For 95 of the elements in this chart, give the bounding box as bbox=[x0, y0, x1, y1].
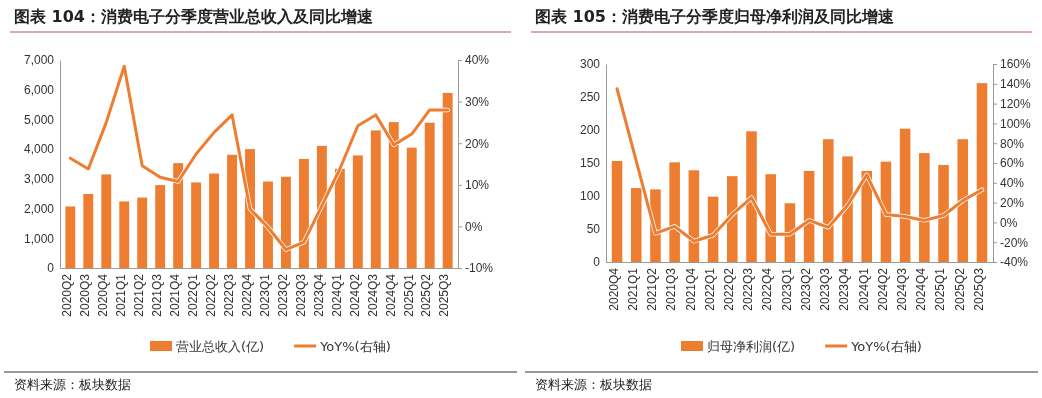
x-tick-label: 2023Q2 bbox=[798, 267, 813, 311]
x-tick-label: 2022Q1 bbox=[702, 267, 717, 311]
y2-tick-label: 40% bbox=[465, 53, 490, 68]
x-tick-label: 2021Q2 bbox=[131, 273, 146, 317]
x-tick-label: 2022Q4 bbox=[239, 273, 254, 317]
x-tick-label: 2025Q2 bbox=[952, 267, 967, 311]
y2-tick-label: -40% bbox=[1000, 255, 1029, 270]
chart-title: 图表 104：消费电子分季度营业总收入及同比增速 bbox=[14, 7, 374, 26]
x-tick-label: 2021Q3 bbox=[149, 273, 164, 317]
x-tick-label: 2020Q4 bbox=[96, 273, 111, 317]
bar bbox=[424, 122, 435, 268]
y2-tick-label: 0% bbox=[1000, 215, 1018, 230]
y2-tick-label: 60% bbox=[1000, 156, 1025, 171]
x-tick-label: 2020Q4 bbox=[606, 267, 621, 311]
x-tick-label: 2024Q3 bbox=[894, 267, 909, 311]
y2-tick-label: 140% bbox=[1000, 77, 1032, 92]
y2-tick-label: 160% bbox=[1000, 57, 1032, 72]
legend-label: 营业总收入(亿) bbox=[176, 339, 265, 354]
x-tick-label: 2021Q1 bbox=[114, 273, 129, 317]
y2-tick-label: 0% bbox=[465, 219, 483, 234]
x-tick-label: 2025Q1 bbox=[933, 267, 948, 311]
y2-tick-label: 120% bbox=[1000, 96, 1032, 111]
x-tick-label: 2022Q3 bbox=[221, 273, 236, 317]
x-tick-label: 2020Q2 bbox=[60, 273, 75, 317]
x-tick-label: 2024Q4 bbox=[383, 273, 398, 317]
x-tick-label: 2024Q4 bbox=[914, 267, 929, 311]
y-tick-label: 0 bbox=[47, 261, 55, 276]
bar bbox=[191, 182, 202, 268]
y2-tick-label: 10% bbox=[465, 178, 490, 193]
x-tick-label: 2025Q3 bbox=[971, 267, 986, 311]
x-tick-label: 2022Q2 bbox=[203, 273, 218, 317]
y2-tick-label: 40% bbox=[1000, 176, 1025, 191]
x-tick-label: 2022Q4 bbox=[760, 267, 775, 311]
bar bbox=[406, 147, 417, 268]
x-tick-label: 2023Q4 bbox=[311, 273, 326, 317]
x-tick-label: 2023Q2 bbox=[275, 273, 290, 317]
x-tick-label: 2025Q2 bbox=[419, 273, 434, 317]
x-tick-label: 2024Q1 bbox=[856, 267, 871, 311]
y2-tick-label: 30% bbox=[465, 94, 490, 109]
x-tick-label: 2025Q1 bbox=[401, 273, 416, 317]
y-tick-label: 7,000 bbox=[23, 53, 55, 68]
x-tick-label: 2022Q3 bbox=[741, 267, 756, 311]
y-tick-label: 300 bbox=[579, 57, 601, 72]
legend-label: 归母净利润(亿) bbox=[707, 339, 796, 354]
x-tick-label: 2024Q3 bbox=[365, 273, 380, 317]
bar bbox=[101, 174, 112, 268]
bar bbox=[352, 155, 363, 268]
y-tick-label: 250 bbox=[579, 90, 601, 105]
y2-tick-label: 100% bbox=[1000, 116, 1032, 131]
y-tick-label: 100 bbox=[579, 189, 601, 204]
y2-tick-label: 80% bbox=[1000, 136, 1025, 151]
y-tick-label: 2,000 bbox=[23, 201, 55, 216]
bar bbox=[155, 185, 166, 268]
bar bbox=[119, 201, 130, 268]
y2-tick-label: 20% bbox=[465, 136, 490, 151]
x-tick-label: 2024Q1 bbox=[329, 273, 344, 317]
text: 资料来源：板块数据 bbox=[14, 377, 131, 392]
x-tick-label: 2023Q1 bbox=[257, 273, 272, 317]
y2-tick-label: 20% bbox=[1000, 195, 1025, 210]
bar bbox=[611, 161, 623, 262]
y-tick-label: 5,000 bbox=[23, 112, 55, 127]
y-tick-label: 3,000 bbox=[23, 172, 55, 187]
y-tick-label: 200 bbox=[579, 123, 601, 138]
y2-tick-label: -10% bbox=[465, 261, 494, 276]
x-tick-label: 2022Q1 bbox=[185, 273, 200, 317]
x-tick-label: 2023Q3 bbox=[818, 267, 833, 311]
y-tick-label: 4,000 bbox=[23, 142, 55, 157]
bar bbox=[209, 173, 220, 268]
bar bbox=[137, 197, 148, 268]
y-tick-label: 6,000 bbox=[23, 83, 55, 98]
bar bbox=[83, 194, 94, 268]
y-tick-label: 150 bbox=[579, 156, 601, 171]
x-tick-label: 2021Q4 bbox=[683, 267, 698, 311]
y-tick-label: 50 bbox=[586, 222, 601, 237]
x-tick-label: 2022Q2 bbox=[722, 267, 737, 311]
legend-label: YoY%(右轴) bbox=[319, 339, 391, 354]
x-tick-label: 2024Q2 bbox=[875, 267, 890, 311]
x-tick-label: 2023Q3 bbox=[293, 273, 308, 317]
x-tick-label: 2021Q3 bbox=[664, 267, 679, 311]
x-tick-label: 2021Q2 bbox=[645, 267, 660, 311]
x-tick-label: 2021Q1 bbox=[626, 267, 641, 311]
y-tick-label: 1,000 bbox=[23, 231, 55, 246]
y2-tick-label: -20% bbox=[1000, 235, 1029, 250]
x-tick-label: 2024Q2 bbox=[347, 273, 362, 317]
y-tick-label: 0 bbox=[593, 255, 601, 270]
text: 资料来源：板块数据 bbox=[535, 377, 652, 392]
bar bbox=[65, 206, 76, 268]
x-tick-label: 2020Q3 bbox=[78, 273, 93, 317]
legend-label: YoY%(右轴) bbox=[850, 339, 922, 354]
chart-title: 图表 105：消费电子分季度归母净利润及同比增速 bbox=[535, 7, 895, 26]
x-tick-label: 2023Q4 bbox=[837, 267, 852, 311]
x-tick-label: 2023Q1 bbox=[779, 267, 794, 311]
x-tick-label: 2025Q3 bbox=[437, 273, 452, 317]
bar bbox=[370, 130, 381, 268]
x-tick-label: 2021Q4 bbox=[167, 273, 182, 317]
